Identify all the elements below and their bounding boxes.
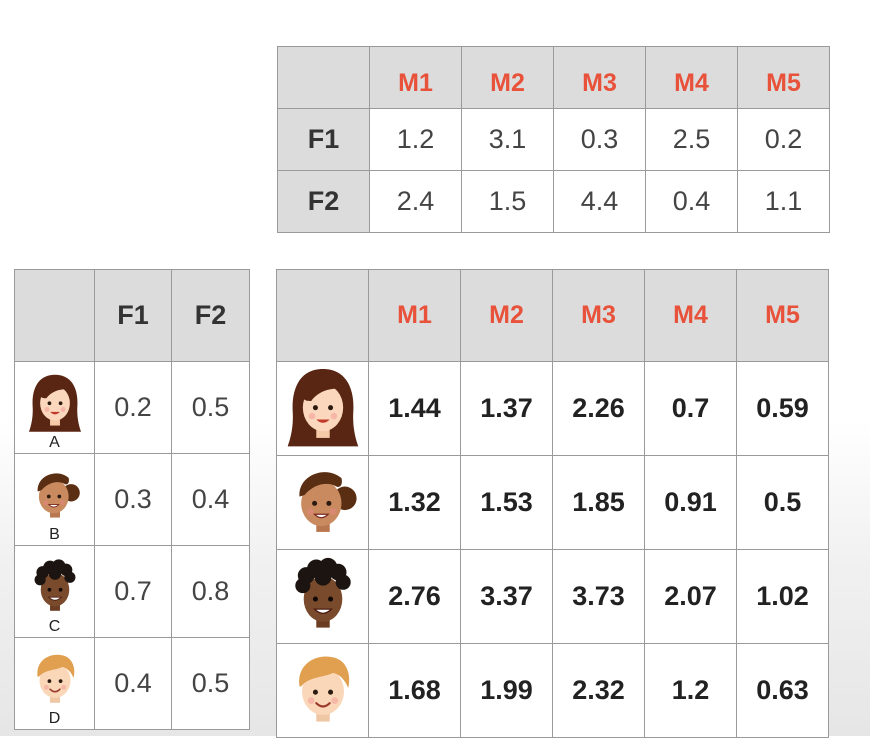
feature-value: 3.1 xyxy=(461,108,554,171)
predicted-rating: 0.59 xyxy=(736,361,829,456)
movie-header-m5: M5 xyxy=(737,46,830,109)
movie-header-m3: M3 xyxy=(552,269,645,362)
table-row: 1.44 1.37 2.26 0.7 0.59 xyxy=(276,361,829,456)
user-feature-value: 0.5 xyxy=(171,637,250,730)
movie-header-m2: M2 xyxy=(460,269,553,362)
movie-feature-table: M1 M2 M3 M4 M5 F1 1.2 3.1 0.3 2.5 0.2 F2… xyxy=(277,46,830,233)
feature-label-f1: F1 xyxy=(277,108,370,171)
predicted-rating: 3.73 xyxy=(552,549,645,644)
table-row: C 0.7 0.8 xyxy=(14,545,250,638)
user-feature-value: 0.4 xyxy=(171,453,250,546)
user-a-cell: A xyxy=(14,361,95,454)
table-row: 2.76 3.37 3.73 2.07 1.02 xyxy=(276,549,829,644)
predicted-rating: 1.02 xyxy=(736,549,829,644)
predicted-rating: 1.2 xyxy=(644,643,737,738)
predicted-rating: 3.37 xyxy=(460,549,553,644)
table-row: B 0.3 0.4 xyxy=(14,453,250,546)
feature-value: 2.5 xyxy=(645,108,738,171)
table-row: F2 2.4 1.5 4.4 0.4 1.1 xyxy=(277,170,830,233)
predicted-rating: 1.85 xyxy=(552,455,645,550)
user-a-cell xyxy=(276,361,369,456)
predicted-rating: 0.7 xyxy=(644,361,737,456)
movie-header-m1: M1 xyxy=(368,269,461,362)
feature-value: 4.4 xyxy=(553,170,646,233)
predicted-rating-table: M1 M2 M3 M4 M5 1.44 1.37 2.26 0.7 0.59 1… xyxy=(276,269,829,738)
man-curly-black-hair-icon xyxy=(24,555,86,617)
movie-header-m2: M2 xyxy=(461,46,554,109)
user-label: B xyxy=(49,526,60,543)
user-label: D xyxy=(48,710,61,727)
predicted-rating: 2.32 xyxy=(552,643,645,738)
feature-header-f1: F1 xyxy=(94,269,172,362)
user-c-cell xyxy=(276,549,369,644)
user-c-cell: C xyxy=(14,545,95,638)
user-label: A xyxy=(49,434,60,451)
predicted-rating: 2.26 xyxy=(552,361,645,456)
predicted-rating: 2.76 xyxy=(368,549,461,644)
user-b-cell xyxy=(276,455,369,550)
movie-header-m1: M1 xyxy=(369,46,462,109)
table-row: D 0.4 0.5 xyxy=(14,637,250,730)
user-feature-value: 0.2 xyxy=(94,361,172,454)
user-feature-value: 0.3 xyxy=(94,453,172,546)
user-label: C xyxy=(48,618,61,635)
user-feature-value: 0.4 xyxy=(94,637,172,730)
feature-value: 1.1 xyxy=(737,170,830,233)
predicted-rating: 0.63 xyxy=(736,643,829,738)
predicted-rating: 0.5 xyxy=(736,455,829,550)
feature-value: 1.5 xyxy=(461,170,554,233)
table-row: A 0.2 0.5 xyxy=(14,361,250,454)
user-feature-value: 0.8 xyxy=(171,545,250,638)
movie-header-m3: M3 xyxy=(553,46,646,109)
feature-value: 0.4 xyxy=(645,170,738,233)
woman-hair-bun-icon xyxy=(281,456,365,544)
user-feature-value: 0.5 xyxy=(171,361,250,454)
user-b-cell: B xyxy=(14,453,95,546)
woman-long-brown-hair-icon xyxy=(24,371,86,433)
predicted-rating: 1.44 xyxy=(368,361,461,456)
predicted-rating: 1.53 xyxy=(460,455,553,550)
predicted-rating: 2.07 xyxy=(644,549,737,644)
predicted-rating: 1.99 xyxy=(460,643,553,738)
woman-long-brown-hair-icon xyxy=(281,362,365,450)
feature-value: 1.2 xyxy=(369,108,462,171)
user-d-cell xyxy=(276,643,369,738)
user-feature-value: 0.7 xyxy=(94,545,172,638)
corner-cell xyxy=(14,269,95,362)
table-row: 1.32 1.53 1.85 0.91 0.5 xyxy=(276,455,829,550)
movie-header-m4: M4 xyxy=(645,46,738,109)
movie-header-m5: M5 xyxy=(736,269,829,362)
predicted-rating: 0.91 xyxy=(644,455,737,550)
user-feature-table: F1 F2 A 0.2 0.5 B 0.3 0.4 C 0.7 0.8 D 0.… xyxy=(14,269,250,730)
user-d-cell: D xyxy=(14,637,95,730)
feature-header-f2: F2 xyxy=(171,269,250,362)
feature-value: 0.2 xyxy=(737,108,830,171)
man-blond-hair-icon xyxy=(281,644,365,732)
movie-header-m4: M4 xyxy=(644,269,737,362)
predicted-rating: 1.37 xyxy=(460,361,553,456)
man-blond-hair-icon xyxy=(24,647,86,709)
predicted-rating: 1.68 xyxy=(368,643,461,738)
corner-cell xyxy=(276,269,369,362)
predicted-rating: 1.32 xyxy=(368,455,461,550)
corner-cell xyxy=(277,46,370,109)
woman-hair-bun-icon xyxy=(24,463,86,525)
feature-value: 2.4 xyxy=(369,170,462,233)
table-row: 1.68 1.99 2.32 1.2 0.63 xyxy=(276,643,829,738)
table-row: F1 1.2 3.1 0.3 2.5 0.2 xyxy=(277,108,830,171)
feature-value: 0.3 xyxy=(553,108,646,171)
man-curly-black-hair-icon xyxy=(281,550,365,638)
feature-label-f2: F2 xyxy=(277,170,370,233)
